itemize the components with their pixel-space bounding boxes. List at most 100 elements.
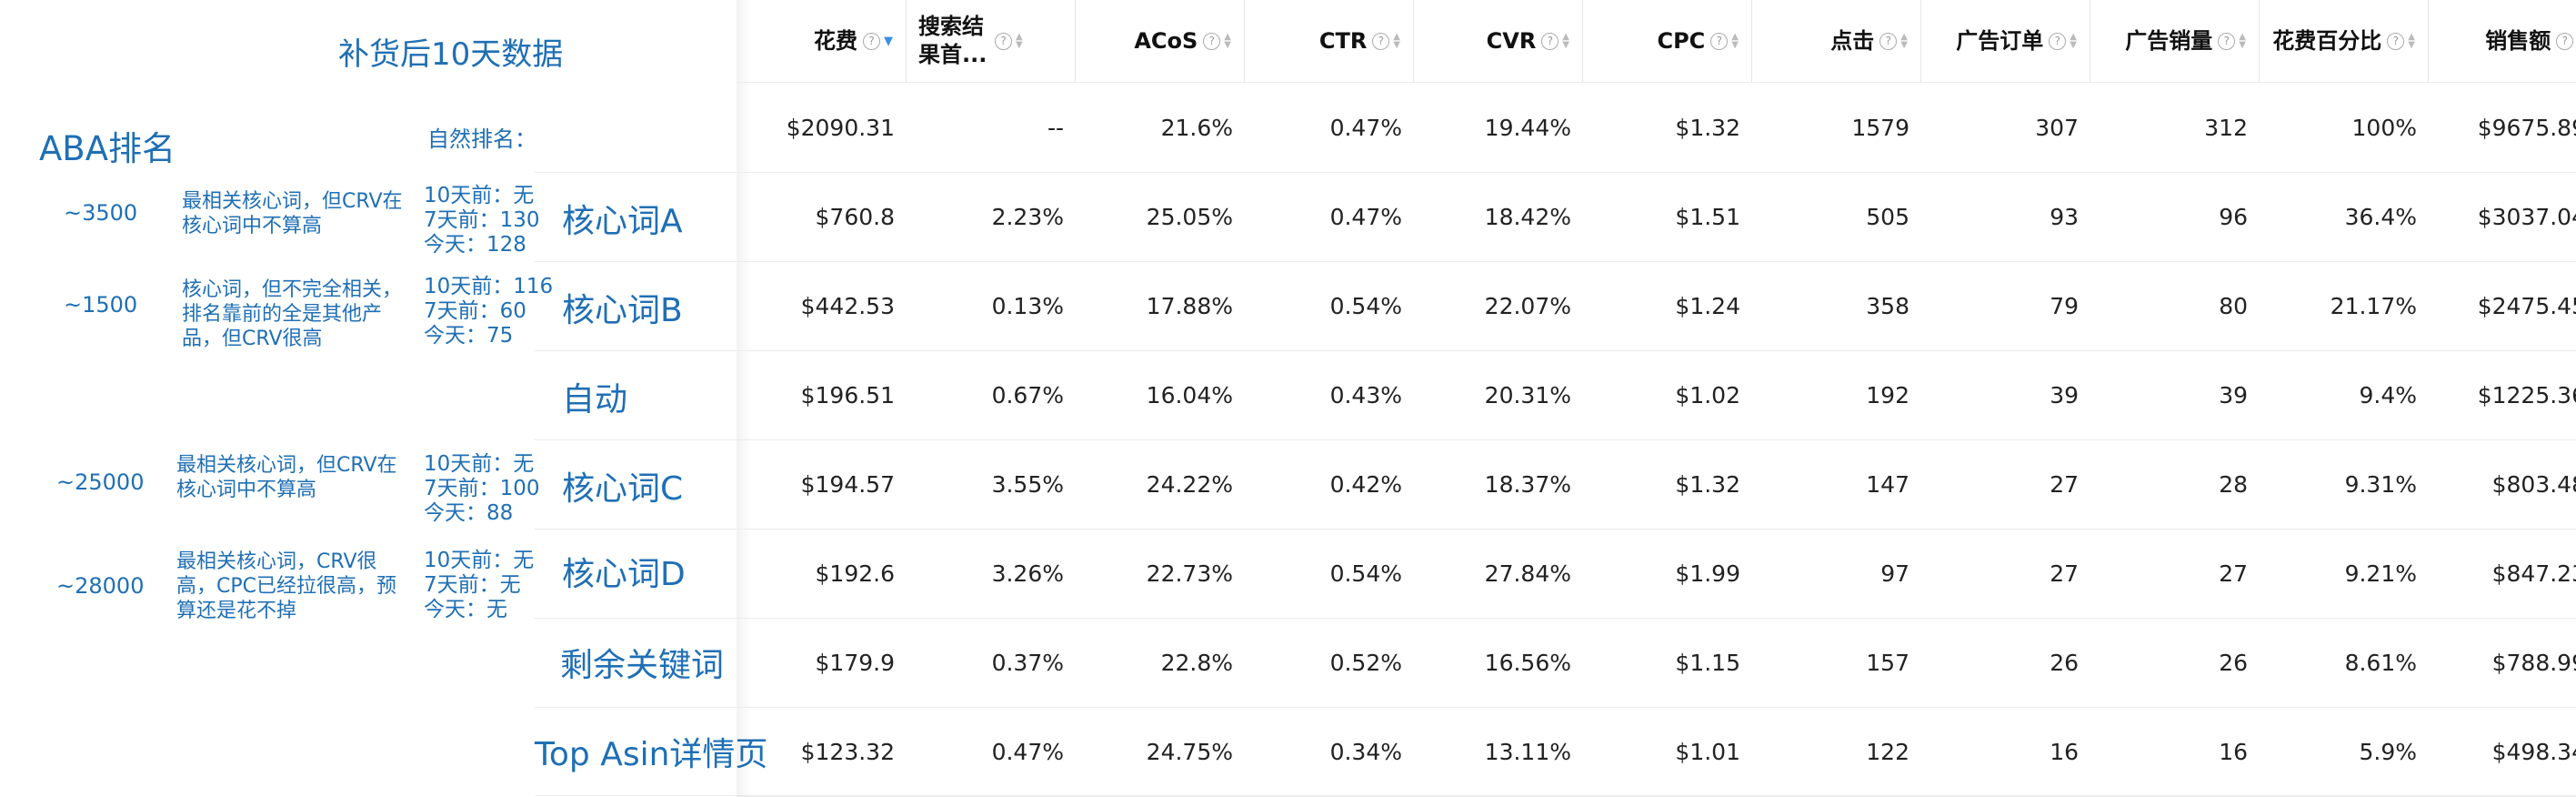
column-header-cvr[interactable]: CVR? ▲ ▼ [1413,0,1569,82]
column-header-spend[interactable]: 花费? ▼ [737,0,893,82]
table-row: $442.53 0.13% 17.88% 0.54% 22.07% $1.24 358 79 8… [737,261,2576,351]
column-header-ad-orders[interactable]: 广告订单? ▲ ▼ [1920,0,2077,82]
cell-clicks: 358 [1866,292,1909,319]
help-icon[interactable]: ? [1879,32,1898,50]
row-label-keyword-c: 核心词C [562,470,684,508]
cell-search-top: 3.55% [991,470,1064,498]
cell-cpc: $1.15 [1675,649,1740,676]
cell-search-top: 0.47% [991,738,1064,765]
cell-cvr: 27.84% [1484,560,1571,587]
rank-history-3: 10天前：无 7天前：100 今天：88 [424,452,540,525]
sort-icon[interactable]: ▲ ▼ [1393,32,1400,50]
cell-cvr: 18.42% [1484,203,1571,230]
cell-ad-orders: 79 [2050,292,2079,319]
table-row: $196.51 0.67% 16.04% 0.43% 20.31% $1.02 192 39 3… [737,350,2576,440]
cell-ad-units: 96 [2219,203,2248,230]
help-icon[interactable]: ? [2049,32,2067,50]
column-label: 花费百分比 [2272,27,2382,54]
column-header-ctr[interactable]: CTR? ▲ ▼ [1244,0,1400,82]
cell-sales: $498.34 [2491,738,2576,765]
column-header-spend-share[interactable]: 花费百分比? ▲ ▼ [2259,0,2415,82]
help-icon[interactable]: ? [863,32,880,50]
cell-search-top: 0.13% [991,292,1064,319]
cell-clicks: 1579 [1851,114,1909,141]
ads-data-table: 花费? ▼ 搜索结果首...? ▲ ▼ ACoS? ▲ ▼ CTR? ▲ ▼ CVR? ▲ ▼ CPC? ▲ ▼… [737,0,2576,797]
cell-sales: $803.48 [2491,470,2576,498]
table-row: $194.57 3.55% 24.22% 0.42% 18.37% $1.32 147 27 2… [737,439,2576,530]
help-icon[interactable]: ? [1710,32,1729,50]
row-label-auto: 自动 [562,381,628,419]
sort-icon[interactable]: ▲ ▼ [1562,32,1569,50]
row-label-keyword-d: 核心词D [562,556,686,593]
cell-search-top: 2.23% [991,203,1064,230]
cell-ctr: 0.52% [1329,649,1402,676]
cell-cvr: 16.56% [1484,649,1571,676]
sort-icon[interactable]: ▼ [884,34,893,48]
help-icon[interactable]: ? [2218,32,2236,50]
cell-ctr: 0.42% [1329,470,1402,498]
cell-search-top: 3.26% [991,560,1064,587]
sort-icon[interactable]: ▲ ▼ [1731,32,1739,50]
cell-search-top: 0.67% [991,381,1064,409]
cell-clicks: 97 [1880,560,1909,587]
cell-cvr: 18.37% [1484,470,1571,498]
sort-icon[interactable]: ▲ ▼ [2239,32,2246,50]
cell-spend-share: 36.4% [2344,203,2417,230]
help-icon[interactable]: ? [2556,32,2574,50]
help-icon[interactable]: ? [1203,32,1221,50]
cell-acos: 22.73% [1146,560,1233,587]
column-label: 广告销量 [2125,27,2213,54]
column-label: CPC [1657,27,1706,54]
cell-ad-orders: 16 [2050,738,2079,765]
table-row: $179.9 0.37% 22.8% 0.52% 16.56% $1.15 157 26 26 8… [737,618,2576,708]
column-header-ad-units[interactable]: 广告销量? ▲ ▼ [2090,0,2246,82]
cell-spend-share: 9.21% [2344,560,2417,587]
column-header-search-top[interactable]: 搜索结果首...? ▲ ▼ [749,0,1075,82]
column-label: ACoS [1134,27,1198,54]
help-icon[interactable]: ? [995,32,1012,50]
cell-search-top: 0.37% [991,649,1064,676]
cell-spend-share: 8.61% [2344,649,2417,676]
cell-spend: $442.53 [800,292,895,319]
cell-spend: $192.6 [815,560,895,587]
help-icon[interactable]: ? [1541,32,1559,50]
cell-spend-share: 5.9% [2359,738,2417,765]
sort-icon[interactable]: ▲ ▼ [1224,32,1231,50]
column-header-clicks[interactable]: 点击? ▲ ▼ [1751,0,1908,82]
help-icon[interactable]: ? [2387,32,2405,50]
sort-icon[interactable]: ▲ ▼ [1016,32,1023,50]
column-label: 点击 [1830,27,1875,54]
sort-icon[interactable]: ▲ ▼ [2070,32,2077,50]
column-label: 搜索结果首... [918,14,987,67]
cell-sales: $1225.36 [2477,381,2576,409]
row-label-keyword-b: 核心词B [562,292,683,329]
cell-ad-units: 39 [2219,381,2248,409]
cell-spend-share: 9.31% [2344,470,2417,498]
cell-clicks: 192 [1866,381,1909,409]
rank-history-1: 10天前：无 7天前：130 今天：128 [424,184,540,257]
row-label-keyword-a: 核心词A [562,203,683,240]
cell-sales: $2475.45 [2477,292,2576,319]
help-icon[interactable]: ? [1372,32,1390,50]
aba-rank-4: ~28000 [56,573,145,599]
rank-note-2: 核心词，但不完全相关，排名靠前的全是其他产品，但CRV很高 [182,278,403,350]
aba-rank-2: ~1500 [64,292,138,318]
cell-cpc: $1.51 [1675,203,1740,230]
sort-icon[interactable]: ▲ ▼ [2408,32,2415,50]
column-header-acos[interactable]: ACoS? ▲ ▼ [1075,0,1231,82]
rank-history-4: 10天前：无 7天前：无 今天：无 [424,549,535,621]
column-header-sales[interactable]: 销售额?▲▼ [2428,0,2576,82]
cell-ad-units: 312 [2204,114,2248,141]
cell-cpc: $1.24 [1675,292,1740,319]
cell-cvr: 13.11% [1484,738,1571,765]
cell-cvr: 20.31% [1484,381,1571,409]
cell-ctr: 0.34% [1329,738,1402,765]
aba-rank-3: ~25000 [56,469,145,495]
natural-rank-label: 自然排名： [427,126,536,152]
cell-spend: $194.57 [800,470,895,498]
column-header-cpc[interactable]: CPC? ▲ ▼ [1582,0,1739,82]
cell-sales: $788.99 [2491,649,2576,676]
cell-spend: $196.51 [800,381,895,409]
cell-acos: 25.05% [1146,203,1233,230]
sort-icon[interactable]: ▲ ▼ [1900,32,1908,50]
